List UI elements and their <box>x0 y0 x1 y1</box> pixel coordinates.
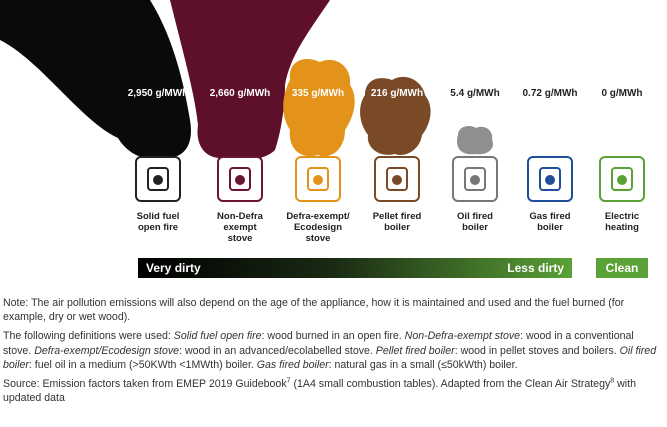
emission-value: 2,660 g/MWh <box>210 88 271 99</box>
appliance-label: heating <box>605 222 639 233</box>
appliance-label: Non-Defra <box>217 211 264 222</box>
definitions: The following definitions were used: Sol… <box>3 329 663 372</box>
icon-glyph <box>386 167 408 191</box>
appliance-label: Electric <box>605 211 639 222</box>
emission-value: 5.4 g/MWh <box>450 88 499 99</box>
appliance-label: Defra-exempt/ <box>286 211 350 222</box>
emission-value: 0.72 g/MWh <box>522 88 577 99</box>
text-run: The following definitions were used: <box>3 330 174 343</box>
text-run: Pellet fired boiler <box>375 344 455 357</box>
icon-glyph <box>464 167 486 191</box>
appliance-label: Oil fired <box>457 211 493 222</box>
icon-glyph <box>229 167 251 191</box>
appliance-label: Gas fired <box>529 211 570 222</box>
icon-glyph <box>147 167 169 191</box>
text-run: Oil fired boiler <box>3 344 657 371</box>
icon-glyph <box>545 175 555 185</box>
appliance-label: open fire <box>138 222 178 233</box>
dirtiness-bar <box>138 258 572 278</box>
text-run: Non-Defra-exempt stove <box>404 330 521 343</box>
smoke-orange <box>283 59 355 157</box>
appliance-label: Ecodesign <box>294 222 342 233</box>
appliance-label: boiler <box>384 222 410 233</box>
text-run: Defra-exempt/Ecodesign stove <box>34 344 180 357</box>
appliance-label: boiler <box>537 222 563 233</box>
icon-glyph <box>307 167 329 191</box>
appliance-label: stove <box>228 233 253 244</box>
text-run: : wood in an advanced/ecolabelled stove. <box>179 344 376 357</box>
icon-glyph <box>392 175 402 185</box>
text-run: Source: Emission factors taken from EMEP… <box>3 378 287 391</box>
icon-glyph <box>470 175 480 185</box>
smoke-maroon <box>170 0 330 160</box>
emission-value: 2,950 g/MWh <box>128 88 189 99</box>
emission-value: 335 g/MWh <box>292 88 344 99</box>
emission-value: 216 g/MWh <box>371 88 423 99</box>
clean-box <box>596 258 648 278</box>
text-run: (1A4 small combustion tables). Adapted f… <box>290 378 611 391</box>
emission-value: 0 g/MWh <box>601 88 642 99</box>
appliance-label: exempt <box>223 222 257 233</box>
appliance-label: boiler <box>462 222 488 233</box>
text-run: 7 <box>286 377 291 385</box>
scale-label: Clean <box>606 261 639 275</box>
icon-glyph <box>617 175 627 185</box>
text-run: with updated data <box>3 378 636 405</box>
smoke-grey <box>456 126 494 155</box>
scale-label: Very dirty <box>146 261 201 275</box>
text-run: : wood burned in an open fire. <box>261 330 405 343</box>
icon-glyph <box>539 167 561 191</box>
notes: Note: The air pollution emissions will a… <box>3 296 663 410</box>
appliance-label: Solid fuel <box>137 211 180 222</box>
text-run: : wood in pellet stoves and boilers. <box>454 344 620 357</box>
scale-label: Less dirty <box>507 261 564 275</box>
text-run: : wood in a conventional stove. <box>3 330 634 357</box>
smoke-black <box>0 0 191 159</box>
icon-glyph <box>235 175 245 185</box>
emissions-graphic: Very dirty Less dirty Clean 2,950 g/MWh S… <box>0 0 648 278</box>
text-run: : natural gas in a small (≤50kWth) boile… <box>328 358 518 371</box>
text-run: 8 <box>610 377 615 385</box>
appliance-label: Pellet fired <box>373 211 422 222</box>
icon-glyph <box>313 175 323 185</box>
icon-glyph <box>153 175 163 185</box>
smoke-brown <box>360 76 431 156</box>
text-run: Solid fuel open fire <box>173 330 262 343</box>
text-run: Gas fired boiler <box>256 358 329 371</box>
source: Source: Emission factors taken from EMEP… <box>3 377 663 405</box>
icon-glyph <box>611 167 633 191</box>
appliance-label: stove <box>306 233 331 244</box>
note: Note: The air pollution emissions will a… <box>3 297 625 324</box>
text-run: : fuel oil in a medium (>50KWth <1MWth) … <box>28 358 257 371</box>
